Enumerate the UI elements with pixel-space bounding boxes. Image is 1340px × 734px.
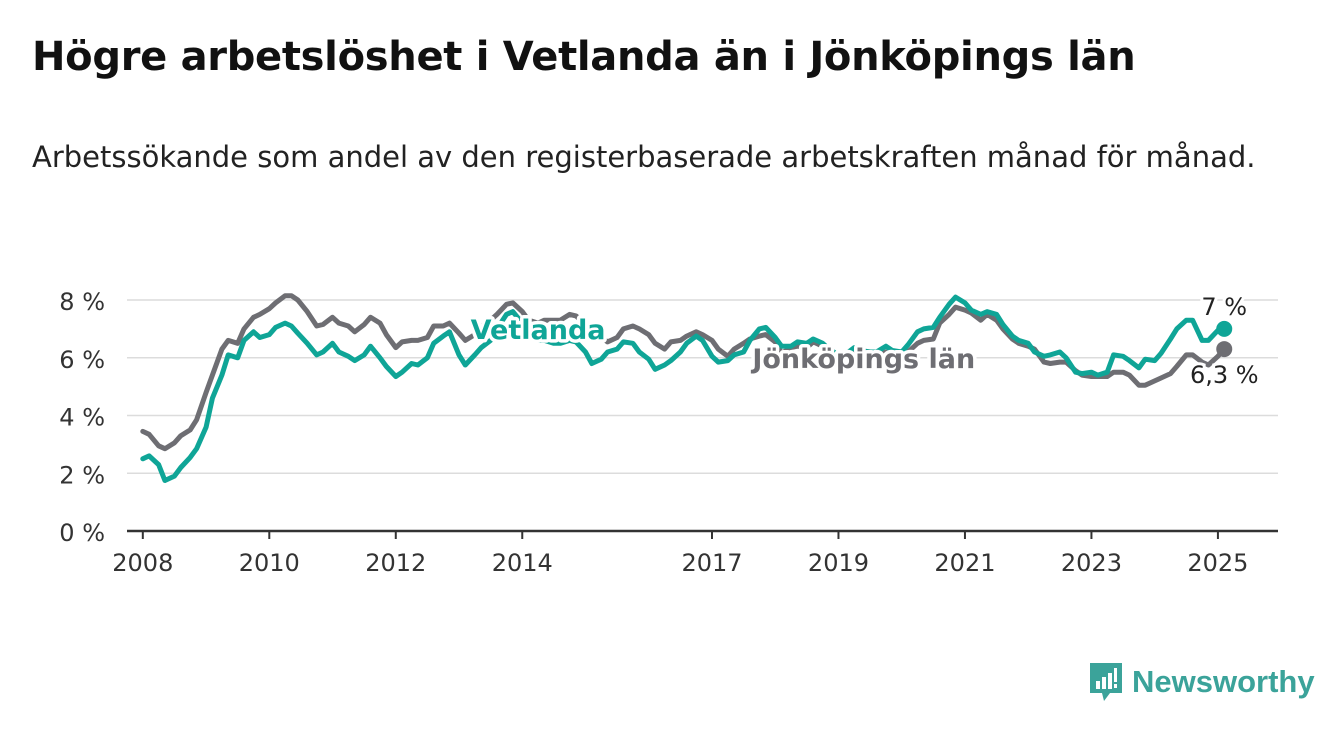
y-tick-label: 6 % <box>59 346 105 374</box>
x-tick-label: 2023 <box>1061 549 1122 577</box>
y-tick-label: 2 % <box>59 461 105 489</box>
brand-logo: Newsworthy <box>1088 660 1315 704</box>
series-lines <box>140 293 1227 483</box>
x-tick-label: 2008 <box>112 549 173 577</box>
series-label-vetlanda: Vetlanda <box>471 315 606 346</box>
chart-subtitle: Arbetssökande som andel av den registerb… <box>32 140 1256 174</box>
y-tick-label: 8 % <box>59 288 105 316</box>
series-line-vetlanda <box>140 294 1227 483</box>
gridlines <box>127 299 1278 474</box>
series-line-jonkopings-lan <box>140 293 1227 452</box>
end-value-label-jonkopings-lan: 6,3 % <box>1190 361 1259 389</box>
series-label-jonkopings-lan: Jönköpings län <box>750 344 975 375</box>
y-tick-label: 4 % <box>59 404 105 432</box>
end-point-jonkopings-lan <box>1216 341 1233 358</box>
brand-name: Newsworthy <box>1132 664 1315 699</box>
x-tick-label: 2017 <box>681 549 742 577</box>
x-tick-label: 2019 <box>808 549 869 577</box>
end-value-label-vetlanda: 7 % <box>1201 293 1247 321</box>
y-tick-label: 0 % <box>59 519 105 547</box>
x-axis: 2008 2010 2012 2014 2017 2019 2021 2023 2025 <box>112 529 1278 577</box>
x-tick-label: 2012 <box>365 549 426 577</box>
x-tick-label: 2010 <box>239 549 300 577</box>
end-point-vetlanda <box>1216 320 1233 337</box>
series-annotations: Vetlanda Jönköpings län <box>467 311 979 378</box>
y-axis-tick-labels: 0 % 2 % 4 % 6 % 8 % <box>59 288 105 547</box>
chart-title: Högre arbetslöshet i Vetlanda än i Jönkö… <box>32 34 1136 80</box>
x-tick-label: 2021 <box>934 549 995 577</box>
x-tick-label: 2014 <box>492 549 553 577</box>
x-tick-label: 2025 <box>1187 549 1248 577</box>
newsworthy-logo-icon <box>1090 663 1122 701</box>
end-labels: 6,3 % 7 % <box>1187 290 1262 392</box>
